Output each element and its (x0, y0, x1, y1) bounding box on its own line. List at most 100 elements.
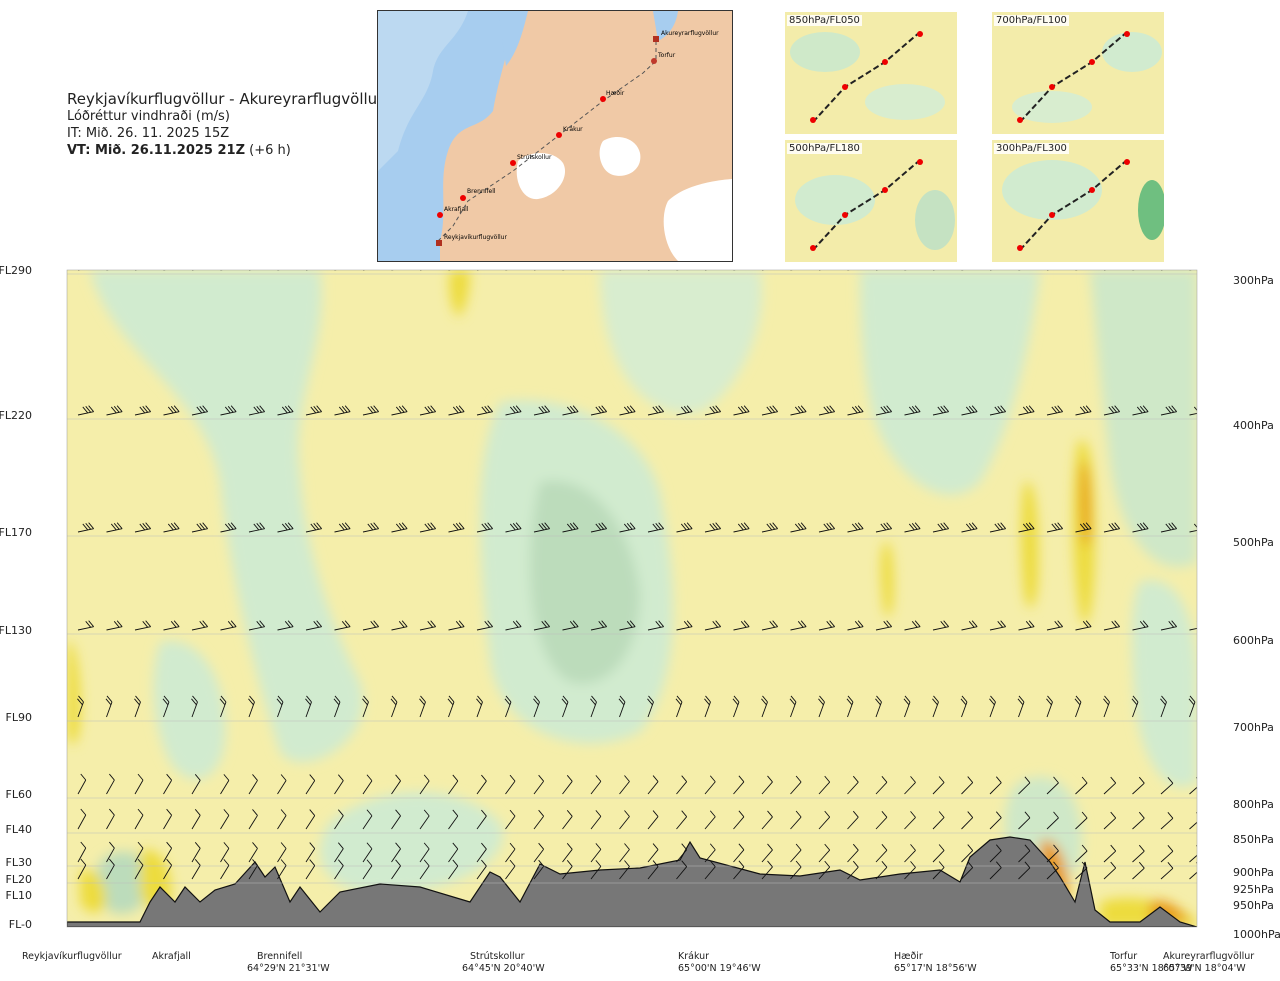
wind-barb (419, 405, 436, 416)
wind-barb (1018, 861, 1031, 880)
wind-barb (818, 810, 831, 830)
wind-barb (875, 861, 888, 880)
wind-barb (761, 860, 773, 880)
wind-barb (818, 522, 835, 533)
wind-barb (590, 620, 607, 631)
wind-barb (134, 405, 151, 416)
wind-barb (619, 620, 636, 631)
wind-barb (619, 843, 630, 863)
wind-barb (163, 841, 173, 863)
wind-barb (1104, 270, 1107, 271)
wind-barb (704, 522, 721, 533)
wind-barb (790, 860, 802, 880)
thumb-300hpa[interactable]: 300hPa/FL300 (992, 140, 1164, 262)
fl-label-fl-0: FL-0 (9, 918, 32, 931)
wind-barb (932, 405, 949, 416)
fl-label-fl130: FL130 (0, 624, 32, 637)
wind-barb (733, 775, 745, 795)
thumb-700hpa[interactable]: 700hPa/FL100 (992, 12, 1164, 134)
wind-barb (163, 405, 180, 416)
thumb-850hpa[interactable]: 850hPa/FL050 (785, 12, 957, 134)
wind-barb (676, 775, 688, 795)
map-point-brennifell (460, 195, 466, 201)
route-title: Reykjavíkurflugvöllur - Akureyrarflugvöl… (67, 90, 384, 108)
wind-barb (135, 270, 138, 271)
wind-barb (1046, 405, 1063, 416)
wind-barb (875, 620, 892, 631)
wind-barb (391, 522, 408, 533)
wind-barb (1132, 844, 1145, 863)
location-label: Brennifell 64°29'N 21°31'W (247, 951, 330, 975)
wind-barb (1046, 776, 1059, 795)
wind-barb (476, 620, 493, 631)
thumb-700hpa-label: 700hPa/FL100 (994, 15, 1069, 26)
wind-barb (306, 270, 309, 271)
wind-barb (875, 695, 882, 718)
location-label: Akrafjall (152, 951, 191, 963)
wind-barb (790, 522, 807, 533)
wind-barb (448, 270, 451, 271)
wind-barb (505, 270, 508, 271)
map-label-haedir: Hæðir (606, 90, 625, 97)
wind-barb (1161, 270, 1164, 271)
wind-barb (248, 859, 258, 880)
map-airport-reykjavik (436, 240, 442, 246)
location-coord: 65°33'N 18°07'W (1110, 963, 1193, 974)
wind-barb (419, 859, 430, 880)
wind-barb (1018, 811, 1031, 830)
wind-barb (362, 809, 373, 830)
location-label: Krákur 65°00'N 19°46'W (678, 951, 761, 975)
wind-barb (1189, 862, 1197, 880)
wind-barb (847, 270, 850, 271)
wind-barb (733, 522, 750, 533)
thumb-500hpa-label: 500hPa/FL180 (787, 143, 862, 154)
wind-barb (362, 522, 379, 533)
location-label: Akureyrarflugvöllur 65°39'N 18°04'W (1163, 951, 1254, 975)
wind-barb (248, 842, 258, 863)
wind-barb (391, 842, 401, 863)
wind-barb (932, 522, 949, 533)
wind-barb (904, 270, 907, 271)
wind-barb (790, 843, 802, 863)
wind-barb (533, 859, 544, 880)
wind-barb (305, 842, 316, 863)
thumb-700hpa-svg (992, 12, 1164, 134)
map-point-torfur (651, 58, 657, 64)
wind-barb (1160, 777, 1174, 795)
wind-barb (875, 776, 888, 795)
pressure-label-800hpa: 800hPa (1233, 798, 1274, 811)
wind-barb (1046, 844, 1059, 863)
wind-barb (676, 620, 693, 631)
wind-barb (562, 860, 573, 880)
wind-barb (933, 270, 936, 271)
map-label-reykjavik: Reykjavíkurflugvöllur (444, 234, 507, 241)
wind-barb (961, 620, 978, 631)
wind-barb (419, 695, 426, 718)
wind-barb (989, 620, 1006, 631)
wind-barb (534, 270, 537, 271)
wind-barb (362, 620, 379, 631)
pressure-axis: 300hPa 400hPa 500hPa 600hPa 700hPa 800hPa 850h… (1233, 274, 1280, 941)
wind-barb (1075, 776, 1088, 795)
pressure-label-700hpa: 700hPa (1233, 721, 1274, 734)
fl-label-fl290: FL290 (0, 264, 32, 277)
wind-barb (647, 695, 654, 718)
wind-barb (277, 620, 294, 631)
wind-barb (1103, 861, 1117, 880)
wind-barb (106, 405, 123, 416)
wind-barb (448, 859, 459, 880)
wind-barb (419, 620, 436, 631)
wind-barb (476, 405, 493, 416)
wind-barb (1160, 812, 1174, 830)
wind-barb (733, 843, 745, 863)
wind-barb (790, 810, 802, 830)
thumb-300hpa-svg (992, 140, 1164, 262)
thumb-500hpa[interactable]: 500hPa/FL180 (785, 140, 957, 262)
wind-barb (1075, 811, 1088, 830)
wind-barb (391, 774, 401, 795)
wind-barb (305, 522, 322, 533)
pressure-label-850hpa: 850hPa (1233, 833, 1274, 846)
fl-label-fl10: FL10 (6, 889, 32, 902)
wind-barb (333, 695, 341, 718)
pressure-label-400hpa: 400hPa (1233, 419, 1274, 432)
